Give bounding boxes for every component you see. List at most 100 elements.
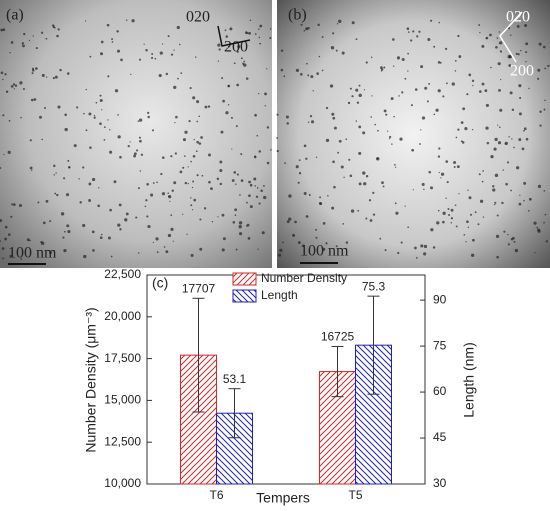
precipitate: [302, 244, 305, 247]
precipitate: [414, 246, 417, 250]
precipitate: [428, 82, 431, 85]
precipitate: [506, 161, 510, 164]
precipitate: [53, 164, 56, 168]
precipitate: [358, 125, 362, 129]
precipitate: [412, 30, 415, 33]
precipitate: [358, 151, 362, 155]
precipitate: [176, 25, 180, 30]
precipitate: [266, 68, 268, 70]
precipitate: [159, 51, 163, 55]
precipitate: [309, 114, 313, 118]
precipitate: [315, 236, 318, 239]
precipitate: [365, 175, 369, 178]
precipitate: [455, 225, 458, 228]
precipitate: [41, 73, 45, 77]
precipitate: [195, 150, 198, 153]
precipitate: [430, 19, 433, 22]
precipitate: [171, 189, 174, 192]
precipitate: [525, 61, 527, 63]
precipitate: [498, 42, 501, 44]
direction-arrows: [499, 11, 523, 63]
precipitate: [2, 78, 4, 81]
precipitate: [184, 130, 188, 134]
direction-arrows: [217, 25, 251, 47]
precipitate: [117, 135, 121, 139]
precipitate: [258, 36, 261, 39]
precipitate: [385, 113, 388, 116]
precipitate: [21, 42, 25, 45]
precipitate: [520, 49, 522, 52]
precipitate: [99, 98, 103, 103]
precipitate: [167, 35, 170, 38]
precipitate: [173, 49, 175, 51]
precipitate: [494, 173, 499, 178]
y2-tick-label: 30: [433, 476, 447, 490]
precipitate: [63, 248, 67, 253]
precipitate: [35, 47, 38, 50]
precipitate: [507, 233, 509, 236]
precipitate: [406, 27, 410, 30]
precipitate: [32, 35, 34, 37]
precipitate: [254, 33, 257, 36]
precipitate: [60, 212, 65, 216]
direction-label: 020: [186, 9, 210, 26]
precipitate: [227, 84, 231, 88]
precipitate: [173, 181, 177, 185]
precipitate: [438, 21, 441, 24]
precipitate: [479, 199, 484, 203]
precipitate: [315, 156, 318, 159]
precipitate: [470, 213, 473, 216]
precipitate: [145, 48, 148, 52]
precipitate: [39, 115, 42, 119]
precipitate: [279, 248, 283, 252]
precipitate: [167, 233, 172, 238]
precipitate: [325, 138, 330, 143]
precipitate: [321, 69, 324, 72]
precipitate: [481, 82, 485, 86]
y2-axis-label: Length (nm): [461, 342, 477, 417]
precipitate: [333, 185, 336, 189]
precipitate: [292, 233, 296, 237]
precipitate: [446, 181, 449, 184]
precipitate: [478, 173, 481, 176]
precipitate: [249, 183, 253, 187]
precipitate: [266, 161, 270, 165]
precipitate: [325, 242, 328, 245]
precipitate: [196, 174, 199, 177]
precipitate: [178, 43, 181, 46]
y-axis-label: Number Density (μm⁻³): [83, 307, 99, 452]
precipitate: [76, 106, 79, 109]
precipitate: [500, 78, 502, 81]
precipitate: [230, 116, 233, 119]
precipitate: [89, 55, 92, 58]
precipitate: [234, 208, 238, 212]
precipitate: [133, 152, 137, 156]
precipitate: [198, 115, 201, 118]
precipitate: [107, 119, 109, 121]
y-tick-label: 22,500: [104, 267, 141, 281]
precipitate: [137, 252, 140, 254]
precipitate: [338, 139, 342, 143]
error-bar: [367, 295, 380, 395]
precipitate: [518, 138, 522, 142]
precipitate: [432, 246, 436, 249]
precipitate: [133, 154, 136, 158]
precipitate: [101, 109, 103, 111]
precipitate: [499, 108, 503, 112]
precipitate: [2, 257, 4, 260]
precipitate: [527, 210, 530, 212]
precipitate: [410, 104, 413, 107]
precipitate: [161, 192, 166, 196]
precipitate: [451, 82, 455, 86]
precipitate: [196, 140, 199, 144]
precipitate: [371, 95, 373, 97]
precipitate: [341, 51, 345, 55]
precipitate: [221, 213, 225, 217]
precipitate: [525, 137, 529, 141]
precipitate: [82, 223, 86, 228]
precipitate: [523, 199, 525, 202]
precipitate: [156, 251, 159, 254]
precipitate: [218, 48, 221, 51]
precipitate: [499, 50, 503, 53]
precipitate: [146, 215, 149, 218]
